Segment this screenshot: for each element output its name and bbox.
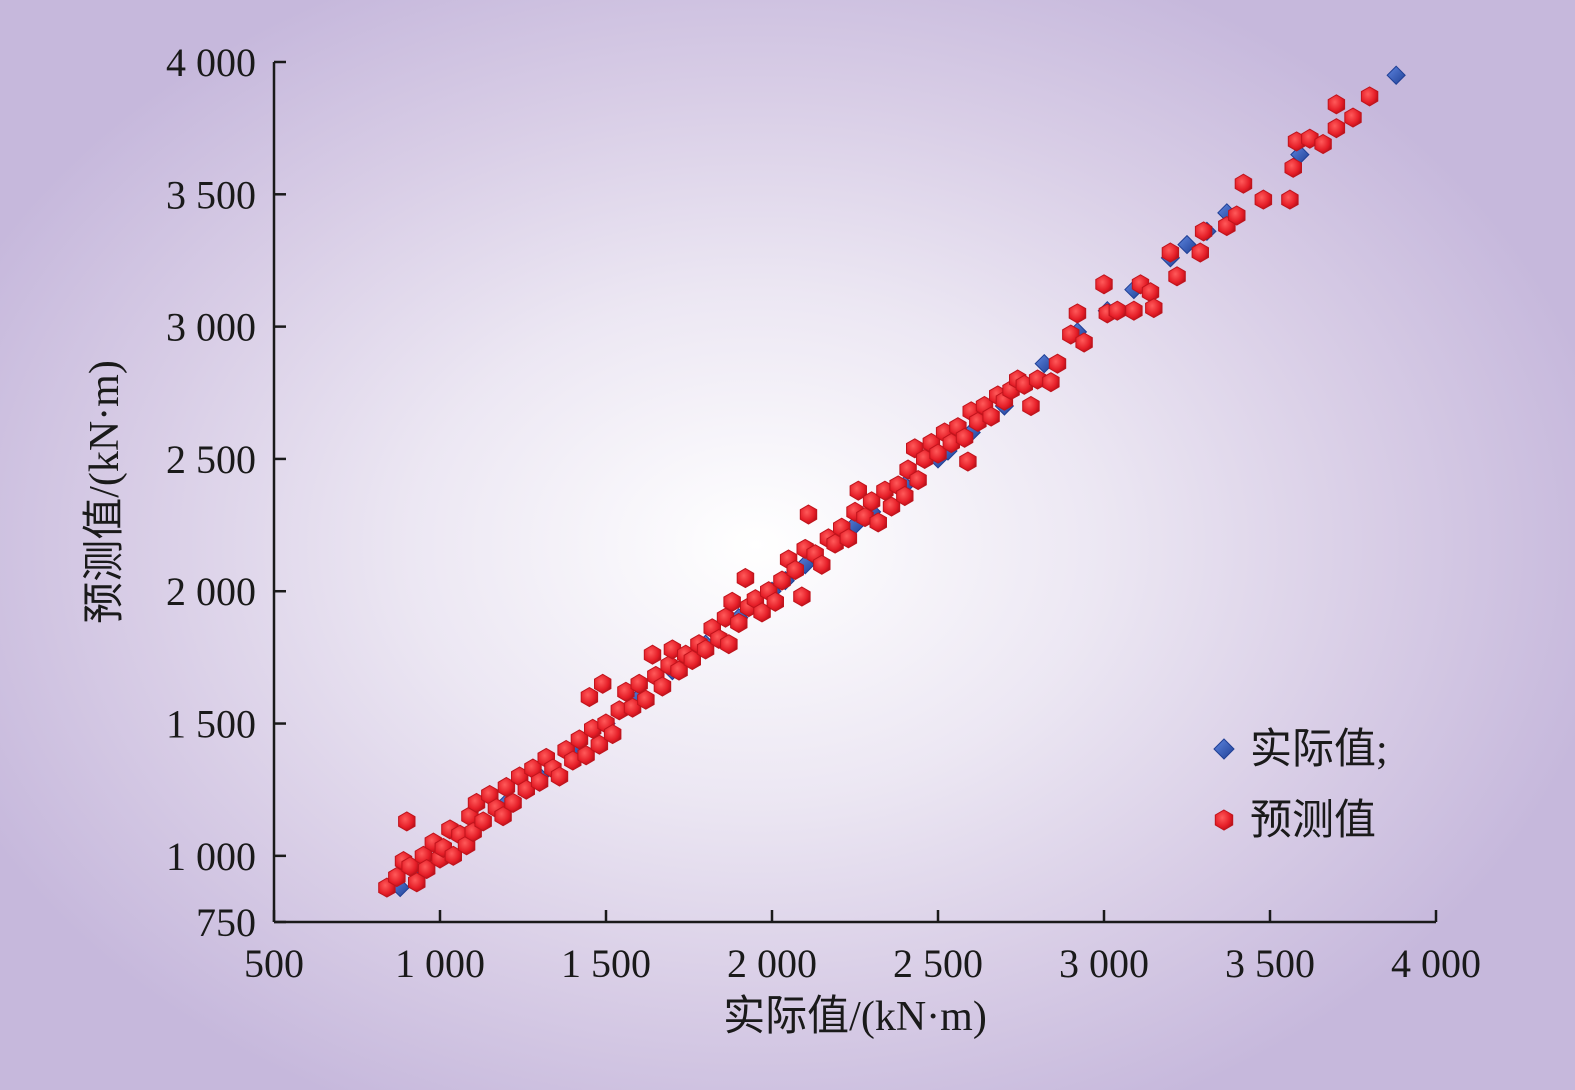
- predicted-point: [1022, 395, 1040, 417]
- predicted-point: [1141, 282, 1160, 303]
- x-tick-label: 2 000: [727, 941, 817, 986]
- actual-point: [1386, 65, 1406, 85]
- predicted-point: [720, 634, 738, 655]
- predicted-point: [1301, 128, 1319, 149]
- predicted-point: [786, 560, 804, 581]
- y-tick-label: 1 500: [166, 702, 256, 747]
- predicted-point: [1360, 86, 1379, 107]
- predicted-point: [1028, 369, 1047, 390]
- predicted-point: [1048, 353, 1067, 374]
- predicted-point: [839, 528, 858, 549]
- predicted-point: [1327, 94, 1346, 115]
- x-tick-label: 4 000: [1391, 941, 1481, 986]
- predicted-point: [959, 451, 977, 472]
- predicted-point: [1194, 221, 1213, 242]
- predicted-point: [474, 811, 492, 832]
- predicted-point: [799, 504, 818, 525]
- x-tick-label: 3 000: [1059, 941, 1149, 986]
- predicted-point: [1095, 274, 1113, 295]
- predicted-point: [1068, 303, 1087, 324]
- predicted-point: [955, 427, 974, 448]
- predicted-point: [550, 766, 569, 787]
- predicted-point: [730, 612, 748, 634]
- predicted-point: [1145, 298, 1163, 319]
- series-predicted: [378, 86, 1379, 898]
- predicted-point: [1191, 242, 1209, 263]
- x-ticks: 500 1 000 1 500 2 000 2 500 3 000 3 500 4 000: [244, 910, 1481, 986]
- predicted-point: [1228, 205, 1246, 226]
- legend-label-actual: 实际值;: [1250, 726, 1388, 773]
- predicted-point: [637, 689, 655, 710]
- predicted-point: [849, 480, 867, 501]
- y-tick-label: 750: [196, 900, 256, 945]
- legend-item-actual: 实际值;: [1213, 726, 1388, 773]
- predicted-point: [1344, 107, 1362, 128]
- predicted-point: [856, 507, 874, 528]
- y-axis-title: 预测值/(kN·m): [82, 360, 128, 624]
- predicted-point: [1075, 332, 1093, 353]
- predicted-point: [869, 512, 887, 533]
- predicted-point: [1284, 157, 1302, 178]
- predicted-point: [1281, 189, 1299, 210]
- y-tick-label: 1 000: [166, 834, 256, 879]
- predicted-point: [813, 554, 831, 575]
- axes: [272, 62, 1436, 924]
- y-tick-label: 4 000: [166, 40, 256, 85]
- predicted-point: [1314, 133, 1332, 155]
- predicted-point: [1168, 266, 1186, 287]
- predicted-point: [580, 687, 599, 708]
- legend-item-predicted: 预测值: [1214, 798, 1376, 844]
- predicted-point: [1108, 300, 1126, 321]
- predicted-point: [594, 673, 612, 694]
- predicted-point: [1062, 324, 1080, 345]
- y-tick-label: 3 500: [166, 172, 256, 217]
- x-tick-label: 500: [244, 941, 304, 986]
- legend-label-predicted: 预测值: [1250, 798, 1376, 844]
- y-tick-label: 2 000: [166, 569, 256, 614]
- predicted-point: [1234, 173, 1253, 194]
- predicted-point: [504, 792, 522, 813]
- x-tick-label: 1 500: [561, 941, 651, 986]
- predicted-point: [909, 470, 927, 491]
- predicted-point: [1042, 372, 1060, 393]
- x-axis-title: 实际值/(kN·m): [723, 993, 987, 1040]
- x-tick-label: 3 500: [1225, 941, 1315, 986]
- predicted-point: [766, 591, 784, 612]
- predicted-point: [1125, 300, 1143, 321]
- predicted-point: [793, 586, 811, 607]
- predicted-point: [643, 644, 662, 665]
- predicted-point: [896, 485, 914, 507]
- predicted-point: [663, 639, 682, 660]
- actual-point: [1177, 234, 1197, 255]
- y-ticks: 750 1 000 1 500 2 000 2 500 3 000 3 500 4 000: [166, 40, 286, 945]
- predicted-point: [982, 406, 1000, 427]
- predicted-point: [530, 771, 549, 792]
- predicted-point: [736, 567, 755, 589]
- predicted-point: [1161, 242, 1180, 263]
- predicted-point: [653, 676, 672, 697]
- predicted-point: [716, 607, 735, 628]
- legend: 实际值; 预测值: [1213, 726, 1388, 844]
- predicted-point: [1327, 118, 1346, 139]
- y-tick-label: 3 000: [166, 305, 256, 350]
- predicted-point: [1254, 189, 1273, 210]
- x-tick-label: 2 500: [893, 941, 983, 986]
- predicted-point: [723, 591, 741, 612]
- y-tick-label: 2 500: [166, 437, 256, 482]
- predicted-point: [398, 811, 416, 832]
- predicted-point: [603, 724, 622, 745]
- legend-diamond-marker: [1213, 738, 1235, 760]
- legend-hexagon-marker: [1214, 809, 1234, 831]
- x-tick-label: 1 000: [395, 941, 485, 986]
